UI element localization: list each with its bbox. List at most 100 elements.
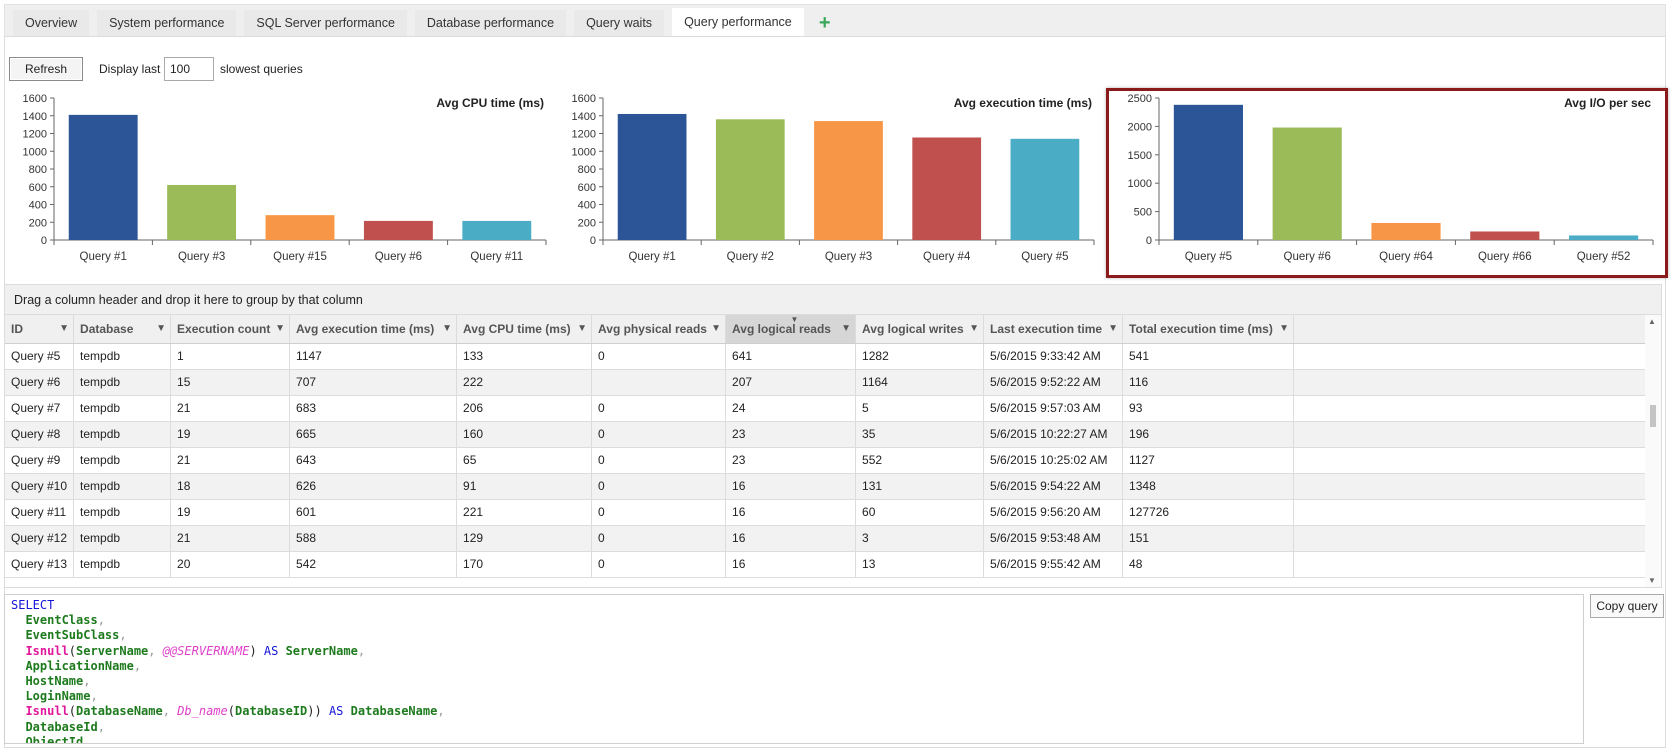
table-cell[interactable]: 16 — [725, 551, 857, 578]
table-cell[interactable]: 542 — [289, 551, 458, 578]
scroll-up-icon[interactable]: ▲ — [1648, 317, 1656, 326]
table-cell[interactable]: 5/6/2015 10:22:27 AM — [983, 421, 1124, 448]
column-header[interactable]: Total execution time (ms) ▼ — [1122, 315, 1295, 344]
table-cell[interactable]: 683 — [289, 395, 458, 422]
table-cell[interactable]: 5/6/2015 9:57:03 AM — [983, 395, 1124, 422]
table-cell[interactable]: 206 — [456, 395, 593, 422]
table-row[interactable]: Query #7 tempdb 21 683 206 0 24 5 5/6/2015 9:57:… — [5, 395, 1652, 422]
table-cell[interactable]: 18 — [170, 473, 291, 500]
table-cell[interactable]: Query #13 — [5, 551, 75, 578]
filter-icon[interactable]: ▼ — [156, 323, 167, 334]
table-cell[interactable]: 626 — [289, 473, 458, 500]
table-cell[interactable]: 116 — [1122, 369, 1295, 396]
table-cell[interactable]: Query #11 — [5, 499, 75, 526]
table-cell[interactable]: Query #8 — [5, 421, 75, 448]
filter-icon[interactable]: ▼ — [59, 323, 70, 334]
table-cell[interactable]: 1348 — [1122, 473, 1295, 500]
table-cell[interactable]: 131 — [855, 473, 985, 500]
scroll-down-icon[interactable]: ▼ — [1648, 576, 1656, 585]
filter-icon[interactable]: ▼ — [577, 323, 588, 334]
table-cell[interactable]: 160 — [456, 421, 593, 448]
table-cell[interactable]: 207 — [725, 369, 857, 396]
filter-icon[interactable]: ▼ — [1108, 323, 1119, 334]
table-cell[interactable]: 0 — [591, 343, 727, 370]
tab-query-performance[interactable]: Query performance — [672, 8, 804, 36]
table-cell[interactable]: Query #10 — [5, 473, 75, 500]
table-cell[interactable]: 0 — [591, 499, 727, 526]
table-cell[interactable]: tempdb — [73, 421, 172, 448]
table-cell[interactable]: 15 — [170, 369, 291, 396]
table-cell[interactable]: 1 — [170, 343, 291, 370]
table-cell[interactable]: 23 — [725, 421, 857, 448]
table-cell[interactable]: 21 — [170, 447, 291, 474]
table-cell[interactable]: 24 — [725, 395, 857, 422]
table-row[interactable]: Query #12 tempdb 21 588 129 0 16 3 5/6/2015 9:53… — [5, 525, 1652, 552]
table-cell[interactable]: 133 — [456, 343, 593, 370]
table-cell[interactable]: 541 — [1122, 343, 1295, 370]
table-cell[interactable]: 20 — [170, 551, 291, 578]
column-header[interactable]: Avg physical reads ▼ — [591, 315, 727, 344]
table-row[interactable]: Query #10 tempdb 18 626 91 0 16 131 5/6/2015 9:5… — [5, 473, 1652, 500]
table-cell[interactable]: 601 — [289, 499, 458, 526]
table-cell[interactable]: 16 — [725, 473, 857, 500]
table-row[interactable]: Query #13 tempdb 20 542 170 0 16 13 5/6/2015 9:5… — [5, 551, 1652, 578]
table-cell[interactable]: 0 — [591, 525, 727, 552]
table-cell[interactable]: 0 — [591, 473, 727, 500]
filter-icon[interactable]: ▼ — [841, 323, 852, 334]
column-header[interactable]: Last execution time ▼ — [983, 315, 1124, 344]
filter-icon[interactable]: ▼ — [711, 323, 722, 334]
table-cell[interactable]: 5/6/2015 10:25:02 AM — [983, 447, 1124, 474]
table-cell[interactable]: 0 — [591, 395, 727, 422]
table-cell[interactable]: 5/6/2015 9:53:48 AM — [983, 525, 1124, 552]
table-cell[interactable]: tempdb — [73, 499, 172, 526]
table-row[interactable]: Query #6 tempdb 15 707 222 207 1164 5/6/2015 9:… — [5, 369, 1652, 396]
table-cell[interactable]: tempdb — [73, 369, 172, 396]
query-text-box[interactable]: SELECT EventClass, EventSubClass, Isnull… — [4, 594, 1584, 744]
table-cell[interactable]: Query #7 — [5, 395, 75, 422]
table-cell[interactable]: 5/6/2015 9:55:42 AM — [983, 551, 1124, 578]
table-cell[interactable]: 1164 — [855, 369, 985, 396]
table-cell[interactable]: 21 — [170, 395, 291, 422]
table-cell[interactable]: 0 — [591, 447, 727, 474]
filter-icon[interactable]: ▼ — [442, 323, 453, 334]
table-cell[interactable]: tempdb — [73, 343, 172, 370]
group-by-panel[interactable]: Drag a column header and drop it here to… — [5, 285, 1661, 315]
column-header[interactable]: Avg CPU time (ms) ▼ — [456, 315, 593, 344]
table-cell[interactable]: tempdb — [73, 447, 172, 474]
tab-query-waits[interactable]: Query waits — [574, 10, 665, 36]
table-cell[interactable]: Query #6 — [5, 369, 75, 396]
column-header[interactable]: ID ▼ — [5, 315, 75, 344]
table-cell[interactable]: 19 — [170, 499, 291, 526]
tab-overview[interactable]: Overview — [13, 10, 90, 36]
table-cell[interactable]: 588 — [289, 525, 458, 552]
table-cell[interactable]: 641 — [725, 343, 857, 370]
add-tab-button[interactable]: + — [812, 10, 838, 36]
table-row[interactable]: Query #9 tempdb 21 643 65 0 23 552 5/6/2015 10:2… — [5, 447, 1652, 474]
table-cell[interactable]: tempdb — [73, 473, 172, 500]
table-row[interactable]: Query #5 tempdb 1 1147 133 0 641 1282 5/6/2015 9… — [5, 343, 1652, 370]
table-cell[interactable]: 5/6/2015 9:56:20 AM — [983, 499, 1124, 526]
tab-sql-server-performance[interactable]: SQL Server performance — [244, 10, 407, 36]
table-cell[interactable]: 170 — [456, 551, 593, 578]
table-cell[interactable]: 23 — [725, 447, 857, 474]
table-cell[interactable]: Query #9 — [5, 447, 75, 474]
table-cell[interactable]: 3 — [855, 525, 985, 552]
scroll-thumb[interactable] — [1650, 405, 1656, 427]
table-row[interactable]: Query #11 tempdb 19 601 221 0 16 60 5/6/2015 9:5… — [5, 499, 1652, 526]
table-cell[interactable]: 1147 — [289, 343, 458, 370]
column-header[interactable]: ▼ Avg logical reads ▼ — [725, 315, 857, 344]
tab-database-performance[interactable]: Database performance — [414, 10, 567, 36]
table-cell[interactable]: 665 — [289, 421, 458, 448]
table-row[interactable]: Query #8 tempdb 19 665 160 0 23 35 5/6/2015 10:2… — [5, 421, 1652, 448]
table-cell[interactable]: 222 — [456, 369, 593, 396]
table-cell[interactable]: 16 — [725, 525, 857, 552]
table-cell[interactable]: 5/6/2015 9:54:22 AM — [983, 473, 1124, 500]
table-cell[interactable]: tempdb — [73, 551, 172, 578]
table-cell[interactable]: 65 — [456, 447, 593, 474]
copy-query-button[interactable]: Copy query — [1590, 594, 1664, 618]
table-cell[interactable]: 5/6/2015 9:33:42 AM — [983, 343, 1124, 370]
table-cell[interactable]: 221 — [456, 499, 593, 526]
query-count-input[interactable] — [164, 57, 214, 81]
table-cell[interactable]: 93 — [1122, 395, 1295, 422]
table-cell[interactable]: 5 — [855, 395, 985, 422]
